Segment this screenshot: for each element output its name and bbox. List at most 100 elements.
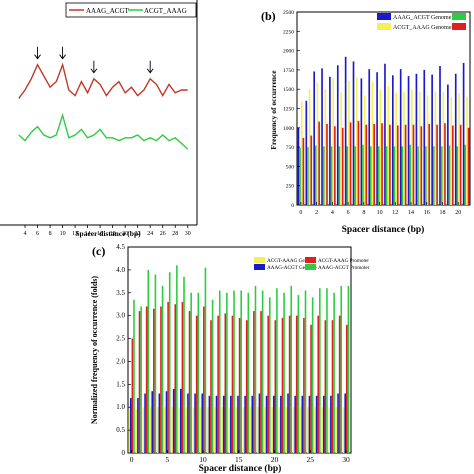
y-tick-label-3: 750 <box>286 145 295 151</box>
y-tick-label-7: 1750 <box>283 68 294 74</box>
bar-s2-x6 <box>174 304 177 453</box>
legend-swatch-b-acgt-aaag <box>377 23 391 30</box>
bar-s2-x14 <box>231 315 234 453</box>
bar-s3-x13 <box>404 124 407 205</box>
bar-s2-x6 <box>348 80 350 205</box>
panel-a-arrows <box>34 46 154 74</box>
bar-s2-x20 <box>274 320 277 453</box>
bar-s3-x5 <box>168 272 171 453</box>
bar-s0-x12 <box>392 75 394 205</box>
bar-s1-x7 <box>354 146 356 205</box>
y-tick-label-3: 1.5 <box>116 380 125 388</box>
x-tick-label-5: 5 <box>165 455 169 464</box>
bar-s0-x13 <box>221 407 223 453</box>
legend-label-c-aaag-promoter: AAAG-ACGT Promoter <box>318 265 370 271</box>
bar-s2-x4 <box>160 306 162 453</box>
bar-s1-x4 <box>158 393 161 453</box>
bar-s0-x27 <box>321 407 323 453</box>
y-tick-label-2: 1.0 <box>116 403 125 411</box>
legend-swatch-b-red <box>452 23 466 30</box>
x-tick-label-20: 20 <box>455 210 461 216</box>
bar-s1-x16 <box>244 395 246 453</box>
bar-s0-x20 <box>454 73 457 205</box>
bar-s3-x19 <box>268 297 271 453</box>
legend-label-acgt-aaag: ACGT_AAAG <box>144 7 187 15</box>
bar-s2-x13 <box>224 313 227 453</box>
bar-s3-x26 <box>319 288 321 453</box>
bar-s1-x13 <box>401 146 404 205</box>
panel-b-legend: AAAG_ACGT Genome ACGT_AAAG Genome <box>377 13 466 31</box>
x-tick-label-2: 2 <box>315 210 318 216</box>
bar-s2-x30 <box>346 324 348 453</box>
bar-s0-x14 <box>407 76 410 205</box>
x-tick-label-25: 25 <box>307 455 315 464</box>
legend-swatch-c-acgt-promoter <box>305 257 316 263</box>
bar-s1-x5 <box>338 146 341 205</box>
bar-s1-x11 <box>385 146 388 205</box>
bar-s3-x15 <box>240 290 242 453</box>
panel-b-label: (b) <box>261 9 276 23</box>
y-tick-label-6: 1500 <box>283 87 294 93</box>
bar-s2-x7 <box>181 301 184 453</box>
x-tick-label-10: 10 <box>60 231 66 237</box>
arrow-6 <box>34 46 41 60</box>
bar-s2-x13 <box>403 91 405 205</box>
arrow-10 <box>59 46 66 60</box>
bar-s2-x2 <box>145 306 148 453</box>
legend-label-aaag-acgt: AAAG_ACGT <box>86 7 130 15</box>
bar-s2-x29 <box>338 315 341 453</box>
bar-s3-x8 <box>365 124 368 205</box>
y-tick-label-8: 4.0 <box>116 266 125 274</box>
bar-s1-x10 <box>377 146 380 205</box>
bar-s1-x12 <box>393 146 396 205</box>
bar-s2-x11 <box>210 320 212 453</box>
legend-label-c-acgt-genome: ACGT-AAAG Genome <box>267 258 317 264</box>
panel-c-ylabel: Normalized frequency of occurrence (fold… <box>90 276 99 424</box>
y-tick-label-4: 2.0 <box>116 357 125 365</box>
bar-s1-x15 <box>237 395 239 453</box>
bar-s0-x28 <box>328 407 331 453</box>
bar-s0-x16 <box>242 407 245 453</box>
bar-s1-x29 <box>337 393 339 453</box>
bar-s0-x10 <box>376 72 378 205</box>
y-tick-label-5: 1250 <box>283 107 294 113</box>
bar-s0-x17 <box>431 74 433 205</box>
bar-s0-x23 <box>292 407 295 453</box>
bar-s1-x4 <box>330 146 333 205</box>
bar-s2-x7 <box>355 77 358 205</box>
bar-s0-x30 <box>342 407 345 453</box>
bar-s1-x20 <box>272 395 275 453</box>
bar-s1-x10 <box>201 393 204 453</box>
bar-s0-x19 <box>264 407 266 453</box>
bar-s3-x10 <box>204 267 207 453</box>
panel-c-legend: ACGT-AAAG Genome AAAG-ACGT Genome ACGT-A… <box>254 257 370 271</box>
bar-s0-x18 <box>257 407 259 453</box>
bar-s3-x3 <box>326 123 328 205</box>
bar-s2-x20 <box>458 93 460 205</box>
x-tick-label-6: 6 <box>347 210 350 216</box>
bar-s1-x26 <box>315 395 318 453</box>
bar-s0-x4 <box>329 76 331 205</box>
bar-s0-x13 <box>399 69 402 205</box>
bar-s0-x15 <box>415 73 418 205</box>
bar-s3-x14 <box>233 290 235 453</box>
x-tick-label-24: 24 <box>147 231 153 237</box>
bar-s0-x12 <box>214 407 216 453</box>
bar-s0-x18 <box>439 66 441 205</box>
bar-s0-x24 <box>299 407 302 453</box>
legend-swatch-c-aaag-promoter <box>305 264 316 270</box>
bar-s1-x27 <box>322 395 325 453</box>
y-tick-label-9: 2250 <box>283 29 294 35</box>
bar-s3-x10 <box>381 123 383 205</box>
bar-s2-x3 <box>153 308 155 453</box>
bar-s0-x8 <box>185 407 188 453</box>
bar-s2-x9 <box>371 81 374 205</box>
bar-s2-x26 <box>317 315 320 453</box>
y-tick-label-0: 0 <box>122 449 126 457</box>
bar-s1-x6 <box>346 146 349 205</box>
bar-s3-x23 <box>297 295 300 453</box>
bar-s0-x25 <box>307 407 309 453</box>
bar-s3-x9 <box>197 292 200 453</box>
bar-s3-x3 <box>154 274 157 453</box>
x-tick-label-18: 18 <box>439 210 445 216</box>
